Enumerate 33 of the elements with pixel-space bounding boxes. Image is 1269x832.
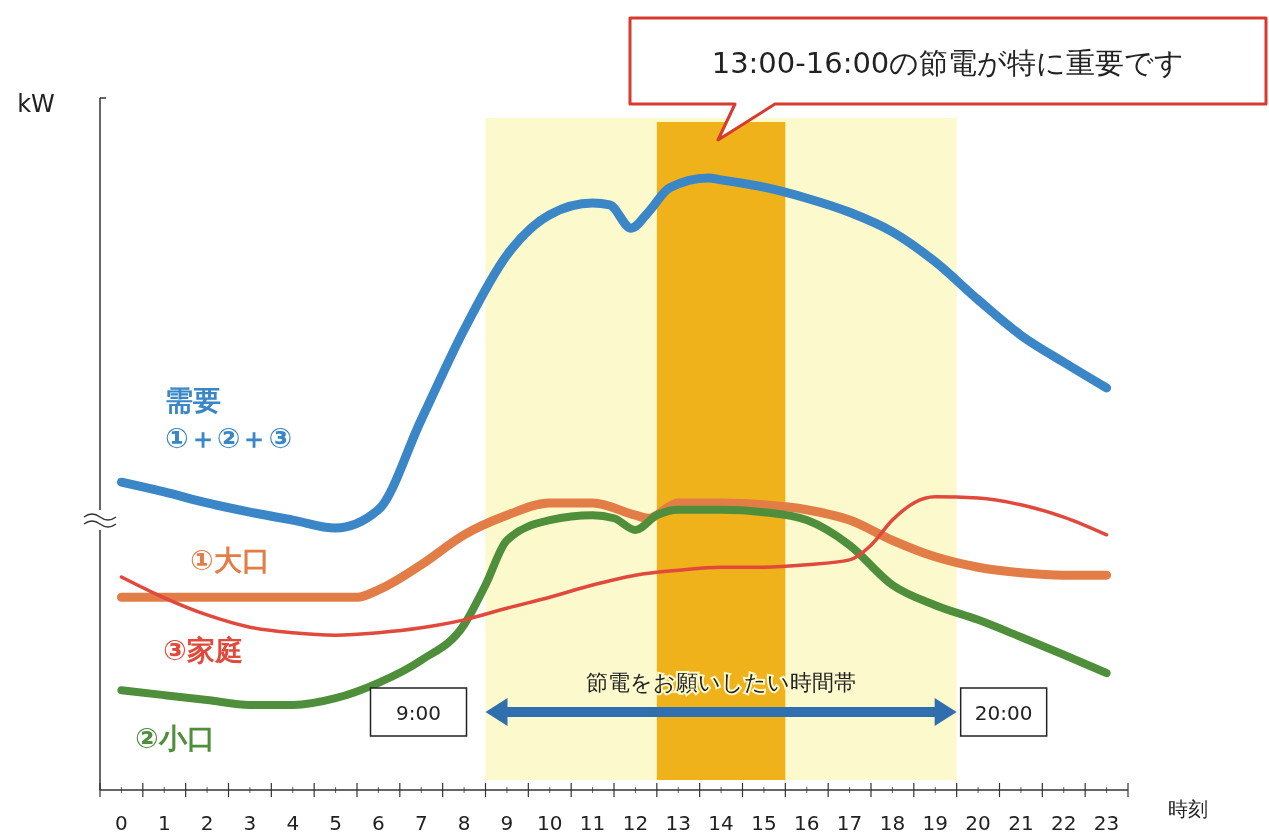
x-tick-label: 10 <box>537 811 563 832</box>
x-tick-label: 21 <box>1008 811 1034 832</box>
series-label: ②小口 <box>135 722 215 755</box>
x-tick-label: 4 <box>286 811 300 832</box>
x-tick-label: 11 <box>579 811 606 832</box>
annotation: 9:00 <box>396 701 441 725</box>
x-tick-label: 2 <box>200 811 214 832</box>
x-tick-label: 14 <box>708 811 734 832</box>
x-tick-label: 6 <box>372 811 385 832</box>
x-tick-label: 13 <box>665 811 691 832</box>
x-tick-label: 1 <box>157 811 171 832</box>
x-tick-label: 17 <box>836 811 863 832</box>
x-tick-label: 16 <box>794 811 820 832</box>
x-tick-label: 8 <box>457 811 471 832</box>
x-tick-label: 5 <box>329 811 342 832</box>
x-tick-label: 12 <box>622 811 649 832</box>
x-axis-title: 時刻 <box>1168 797 1208 821</box>
annotation: 20:00 <box>974 701 1033 725</box>
x-tick-label: 18 <box>879 811 906 832</box>
series-label: ①大口 <box>190 544 270 577</box>
x-tick-label: 7 <box>414 811 428 832</box>
x-tick-label: 3 <box>243 811 257 832</box>
x-tick-label: 20 <box>965 811 991 832</box>
series-label: ③家庭 <box>163 634 243 667</box>
series-label: 需要 ①＋②＋③ <box>165 384 293 455</box>
y-axis-title: kW <box>17 90 55 118</box>
text: 13:00-16:00の節電が特に重要です <box>711 46 1185 80</box>
x-tick-label: 23 <box>1093 811 1120 832</box>
x-tick-label: 9 <box>500 811 514 832</box>
x-tick-label: 0 <box>115 811 128 832</box>
x-tick-label: 22 <box>1051 811 1077 832</box>
x-tick-label: 15 <box>751 811 777 832</box>
x-tick-label: 19 <box>922 811 948 832</box>
